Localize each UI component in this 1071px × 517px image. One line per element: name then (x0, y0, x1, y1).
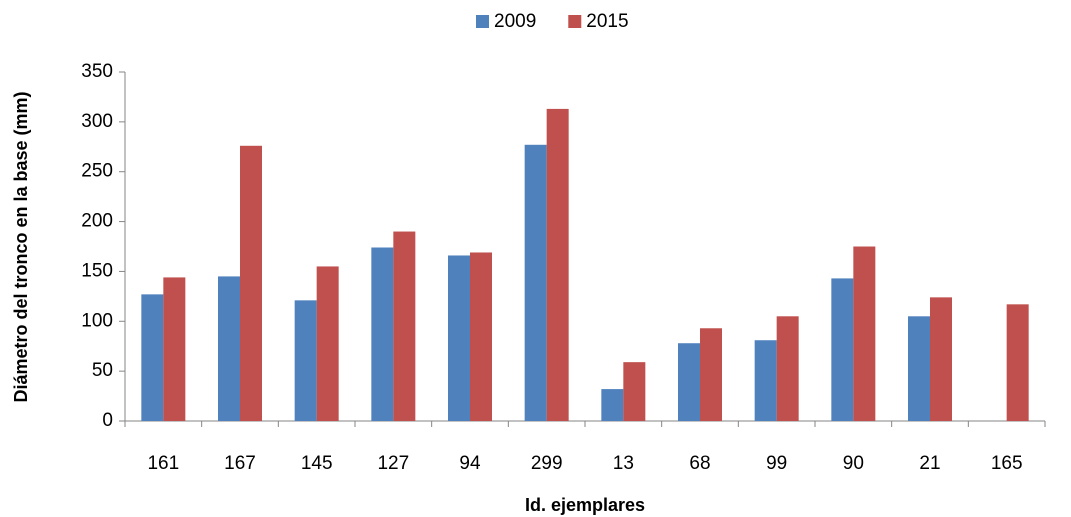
bar (853, 246, 876, 421)
bar (163, 277, 186, 421)
y-tick-label: 300 (81, 111, 113, 132)
bar (623, 362, 646, 421)
bar (930, 297, 952, 421)
legend-label: 2015 (586, 11, 628, 32)
x-tick-label: 13 (613, 453, 634, 474)
bar (316, 266, 339, 421)
x-tick-label: 161 (147, 453, 179, 474)
bar (754, 340, 777, 421)
x-tick-label: 145 (301, 453, 333, 474)
bar (240, 145, 262, 421)
legend-swatch (568, 15, 582, 28)
x-axis-title: Id. ejemplares (525, 495, 645, 515)
bar (524, 144, 547, 421)
bar (601, 389, 624, 421)
x-tick-label: 99 (766, 453, 787, 474)
y-tick-label: 250 (81, 161, 113, 182)
bar (141, 294, 164, 421)
y-axis-title: Diámetro del tronco en la base (mm) (11, 91, 31, 402)
y-tick-label: 0 (102, 410, 113, 431)
bar (470, 252, 492, 421)
y-tick-label: 200 (81, 211, 113, 232)
x-tick-label: 90 (843, 453, 864, 474)
x-tick-label: 299 (531, 453, 563, 474)
bar (831, 278, 854, 421)
bar (776, 316, 799, 421)
y-tick-label: 50 (92, 360, 113, 381)
x-tick-label: 167 (224, 453, 256, 474)
bar (294, 300, 317, 421)
y-tick-label: 150 (81, 260, 113, 281)
bar (448, 255, 470, 421)
bar (218, 276, 240, 421)
legend-swatch (476, 15, 489, 28)
legend-label: 2009 (494, 11, 536, 32)
bar (678, 343, 700, 421)
x-tick-label: 94 (459, 453, 481, 474)
x-tick-label: 127 (377, 453, 409, 474)
bar (393, 231, 416, 421)
x-tick-label: 21 (919, 453, 940, 474)
x-tick-label: 165 (991, 453, 1023, 474)
y-tick-label: 100 (81, 310, 113, 331)
bar (908, 316, 930, 421)
bar (700, 328, 722, 421)
bar (546, 108, 569, 421)
x-tick-label: 68 (689, 453, 710, 474)
bar (1006, 304, 1029, 421)
y-tick-label: 350 (81, 61, 113, 82)
bar (371, 247, 394, 421)
